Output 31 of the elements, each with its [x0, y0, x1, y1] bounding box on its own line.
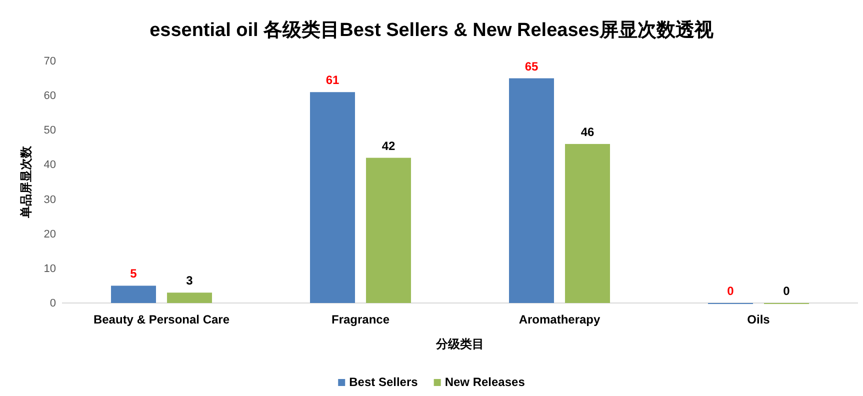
data-label: 0 — [783, 284, 790, 298]
bar — [366, 158, 411, 303]
y-tick-label: 0 — [50, 298, 56, 310]
y-tick-label: 50 — [44, 124, 56, 137]
data-label: 0 — [727, 284, 734, 298]
x-tick-label: Oils — [747, 312, 770, 327]
x-tick-label: Aromatherapy — [518, 312, 601, 327]
y-tick-label: 10 — [44, 262, 56, 275]
bar — [565, 144, 610, 303]
x-axis-title: 分级类目 — [435, 337, 484, 351]
data-label: 61 — [326, 73, 340, 88]
data-label: 5 — [130, 266, 138, 281]
data-label: 42 — [382, 138, 396, 153]
data-label: 65 — [524, 59, 538, 74]
data-label: 46 — [580, 124, 594, 139]
legend-label: Best Sellers — [349, 375, 418, 389]
y-tick-label: 60 — [44, 90, 56, 102]
bar — [310, 92, 355, 303]
y-tick-label: 40 — [44, 159, 56, 172]
data-label: 3 — [186, 274, 194, 288]
x-tick-label: Fragrance — [331, 312, 390, 327]
bar — [509, 78, 554, 303]
y-tick-label: 30 — [44, 194, 56, 206]
legend-label: New Releases — [444, 375, 526, 389]
bar — [167, 292, 212, 303]
y-axis-title: 单品屏显次数 — [19, 145, 33, 219]
chart-title: essential oil 各级类目Best Sellers & New Releases屏显次数透视 — [150, 19, 714, 41]
x-tick-label: Beauty & Personal Care — [93, 312, 230, 327]
bar — [111, 286, 156, 303]
y-tick-label: 70 — [44, 56, 56, 68]
y-tick-label: 20 — [44, 228, 56, 240]
